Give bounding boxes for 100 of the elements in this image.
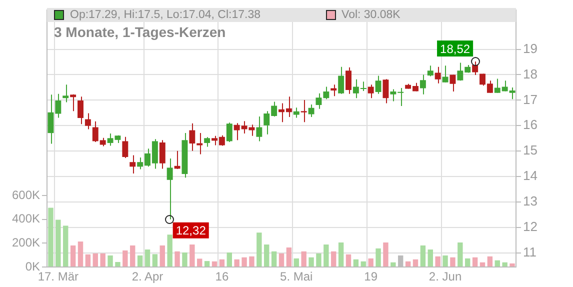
candlestick <box>427 65 434 77</box>
y-tick-label: 200K <box>12 236 40 250</box>
y-tick-label: 600K <box>12 188 40 202</box>
bar <box>405 261 411 266</box>
bar <box>92 253 98 266</box>
bar <box>226 252 232 266</box>
bar <box>412 259 418 266</box>
bar <box>130 245 136 266</box>
candlestick <box>122 136 128 159</box>
y2-tick-label: 16 <box>523 117 538 132</box>
candlestick <box>204 136 210 148</box>
candlestick <box>382 78 389 104</box>
candlestick <box>346 66 352 94</box>
candlestick <box>70 94 76 112</box>
bar <box>63 226 68 266</box>
y2-tick-label: 12 <box>523 219 538 234</box>
bar <box>294 258 299 266</box>
candlestick <box>330 84 337 97</box>
bar <box>353 259 359 266</box>
bar <box>100 253 106 266</box>
annotation: 12,32 <box>176 224 206 238</box>
bar <box>115 262 120 266</box>
candlestick <box>226 122 232 142</box>
bar <box>346 254 352 266</box>
candlestick <box>159 140 166 170</box>
bar <box>174 251 180 266</box>
bar <box>182 252 188 266</box>
candlestick <box>84 112 91 130</box>
bar <box>70 245 76 266</box>
bar <box>301 251 306 266</box>
bar <box>428 249 433 266</box>
bar <box>264 244 270 266</box>
annotation: 18,52 <box>440 42 470 56</box>
bar <box>502 262 508 266</box>
bar <box>160 245 165 266</box>
y-tick-label: 0K <box>25 259 40 274</box>
bar <box>338 242 344 266</box>
bar <box>137 255 143 266</box>
candlestick <box>293 107 300 118</box>
candlestick <box>78 96 84 125</box>
bar <box>331 251 336 266</box>
y2-tick-label: 19 <box>523 40 538 56</box>
text: 3 Monate, 1-Tages-Kerzen <box>54 24 226 40</box>
bar <box>204 261 210 266</box>
bar <box>48 208 54 266</box>
bar <box>510 263 515 266</box>
bar <box>167 234 172 266</box>
candlestick <box>420 74 426 95</box>
bar <box>108 255 113 266</box>
bar <box>122 250 128 266</box>
y2-tick-label: 17 <box>523 92 538 107</box>
candlestick <box>62 84 69 103</box>
bar <box>390 262 396 266</box>
x-tick-label: 19 <box>364 270 378 284</box>
candlestick <box>368 84 374 99</box>
bar <box>465 258 470 266</box>
bar <box>212 261 218 266</box>
candlestick <box>174 150 180 170</box>
bar <box>383 242 388 266</box>
bar <box>78 242 84 266</box>
candlestick <box>375 75 382 94</box>
bar <box>420 245 426 266</box>
bar <box>256 232 262 266</box>
bar <box>249 256 254 266</box>
candlestick <box>300 99 307 123</box>
bar <box>152 254 158 266</box>
x-tick-label: 2. Apr <box>132 270 164 284</box>
bar <box>360 261 366 266</box>
bar <box>472 257 478 266</box>
bar <box>144 249 150 266</box>
candlestick <box>450 74 456 92</box>
candlestick <box>308 104 314 118</box>
bar <box>435 256 440 266</box>
bar <box>450 257 456 266</box>
x-tick-label: 5. Mai <box>280 270 313 284</box>
bar <box>286 247 292 266</box>
bar <box>85 254 91 266</box>
x-tick-label: 2. Jun <box>428 270 462 284</box>
y2-tick-label: 15 <box>523 142 538 158</box>
y2-tick-label: 11 <box>523 244 536 260</box>
bar <box>234 259 240 266</box>
bar <box>197 258 202 266</box>
bar <box>190 244 195 266</box>
candlestick <box>130 154 136 174</box>
candlestick <box>442 65 448 83</box>
bar <box>278 253 284 266</box>
candlestick <box>338 66 344 94</box>
bar <box>242 257 247 266</box>
y2-tick-label: 14 <box>523 168 538 184</box>
bar <box>368 258 374 266</box>
bar <box>376 248 381 266</box>
bar <box>442 255 448 266</box>
bar <box>219 259 225 266</box>
bar <box>494 260 500 266</box>
bar <box>56 220 61 266</box>
x-tick-label: 16 <box>215 270 229 284</box>
candlestick <box>166 158 173 220</box>
bar <box>487 256 493 266</box>
y-tick-label: 400K <box>12 212 40 226</box>
bar <box>316 253 322 266</box>
